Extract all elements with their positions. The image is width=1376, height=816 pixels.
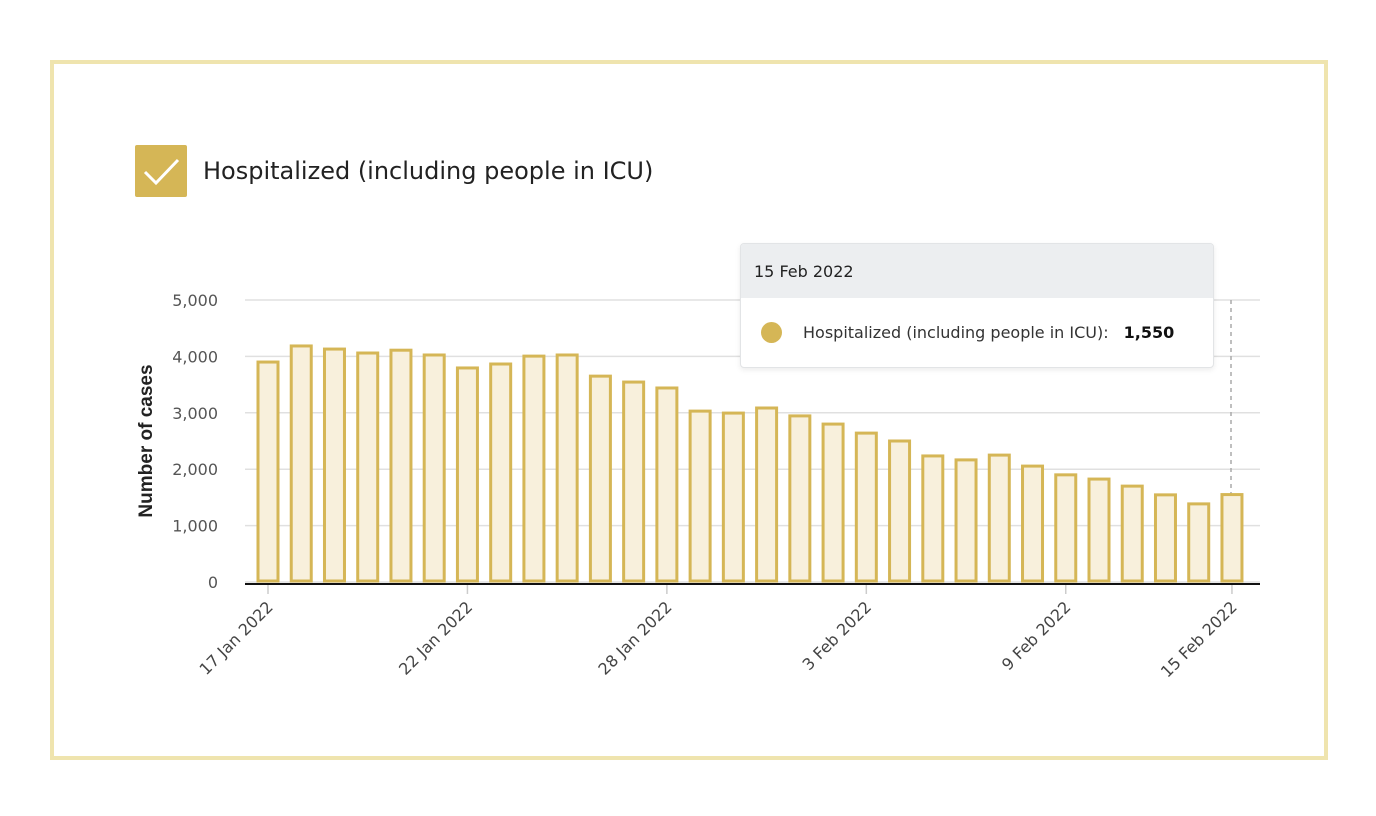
- tooltip-series-label: Hospitalized (including people in ICU):: [803, 322, 1109, 342]
- y-axis-label: Number of cases: [136, 364, 157, 517]
- bar: [1153, 493, 1177, 583]
- bar: [322, 347, 346, 583]
- x-tick-label: 15 Feb 2022: [1157, 597, 1241, 681]
- bar: [655, 386, 679, 583]
- bar: [289, 344, 313, 583]
- y-tick-label: 1,000: [172, 517, 218, 536]
- bar: [688, 409, 712, 583]
- bar: [854, 431, 878, 583]
- x-tick-label: 17 Jan 2022: [196, 597, 277, 678]
- bar: [1187, 502, 1211, 583]
- bar: [721, 411, 745, 583]
- bar: [455, 366, 479, 583]
- bar: [356, 351, 380, 583]
- bar: [921, 454, 945, 583]
- bar: [489, 362, 513, 583]
- bar: [256, 360, 280, 583]
- bar: [422, 353, 446, 583]
- tooltip: 15 Feb 2022 Hospitalized (including peop…: [740, 243, 1214, 368]
- legend-label: Hospitalized (including people in ICU): [203, 157, 654, 185]
- chart-frame: [50, 60, 1328, 760]
- bar: [1220, 493, 1244, 583]
- bar: [1054, 473, 1078, 583]
- x-tick-label: 3 Feb 2022: [798, 597, 875, 674]
- bar: [1120, 484, 1144, 583]
- y-tick-label: 5,000: [172, 291, 218, 310]
- bar: [954, 458, 978, 583]
- y-tick-label: 0: [208, 573, 218, 592]
- y-tick-label: 4,000: [172, 347, 218, 366]
- bar: [987, 453, 1011, 583]
- bar: [622, 380, 646, 583]
- bar: [522, 354, 546, 583]
- tooltip-date: 15 Feb 2022: [741, 244, 1213, 298]
- y-tick-label: 2,000: [172, 460, 218, 479]
- bar: [588, 374, 612, 583]
- bar: [888, 439, 912, 583]
- bar: [389, 348, 413, 583]
- x-tick-label: 22 Jan 2022: [395, 597, 476, 678]
- bar: [555, 353, 579, 583]
- bar: [788, 414, 812, 583]
- legend-toggle-hospitalized[interactable]: Hospitalized (including people in ICU): [135, 145, 653, 197]
- series-dot-icon: [761, 321, 782, 343]
- x-tick-label: 9 Feb 2022: [998, 597, 1075, 674]
- bar: [755, 406, 779, 583]
- bar: [1021, 464, 1045, 583]
- tooltip-value: 1,550: [1123, 322, 1175, 342]
- bar: [821, 422, 845, 583]
- y-tick-label: 3,000: [172, 404, 218, 423]
- checkbox-checked-icon[interactable]: [135, 145, 187, 197]
- x-tick-label: 28 Jan 2022: [594, 597, 675, 678]
- bar: [1087, 477, 1111, 583]
